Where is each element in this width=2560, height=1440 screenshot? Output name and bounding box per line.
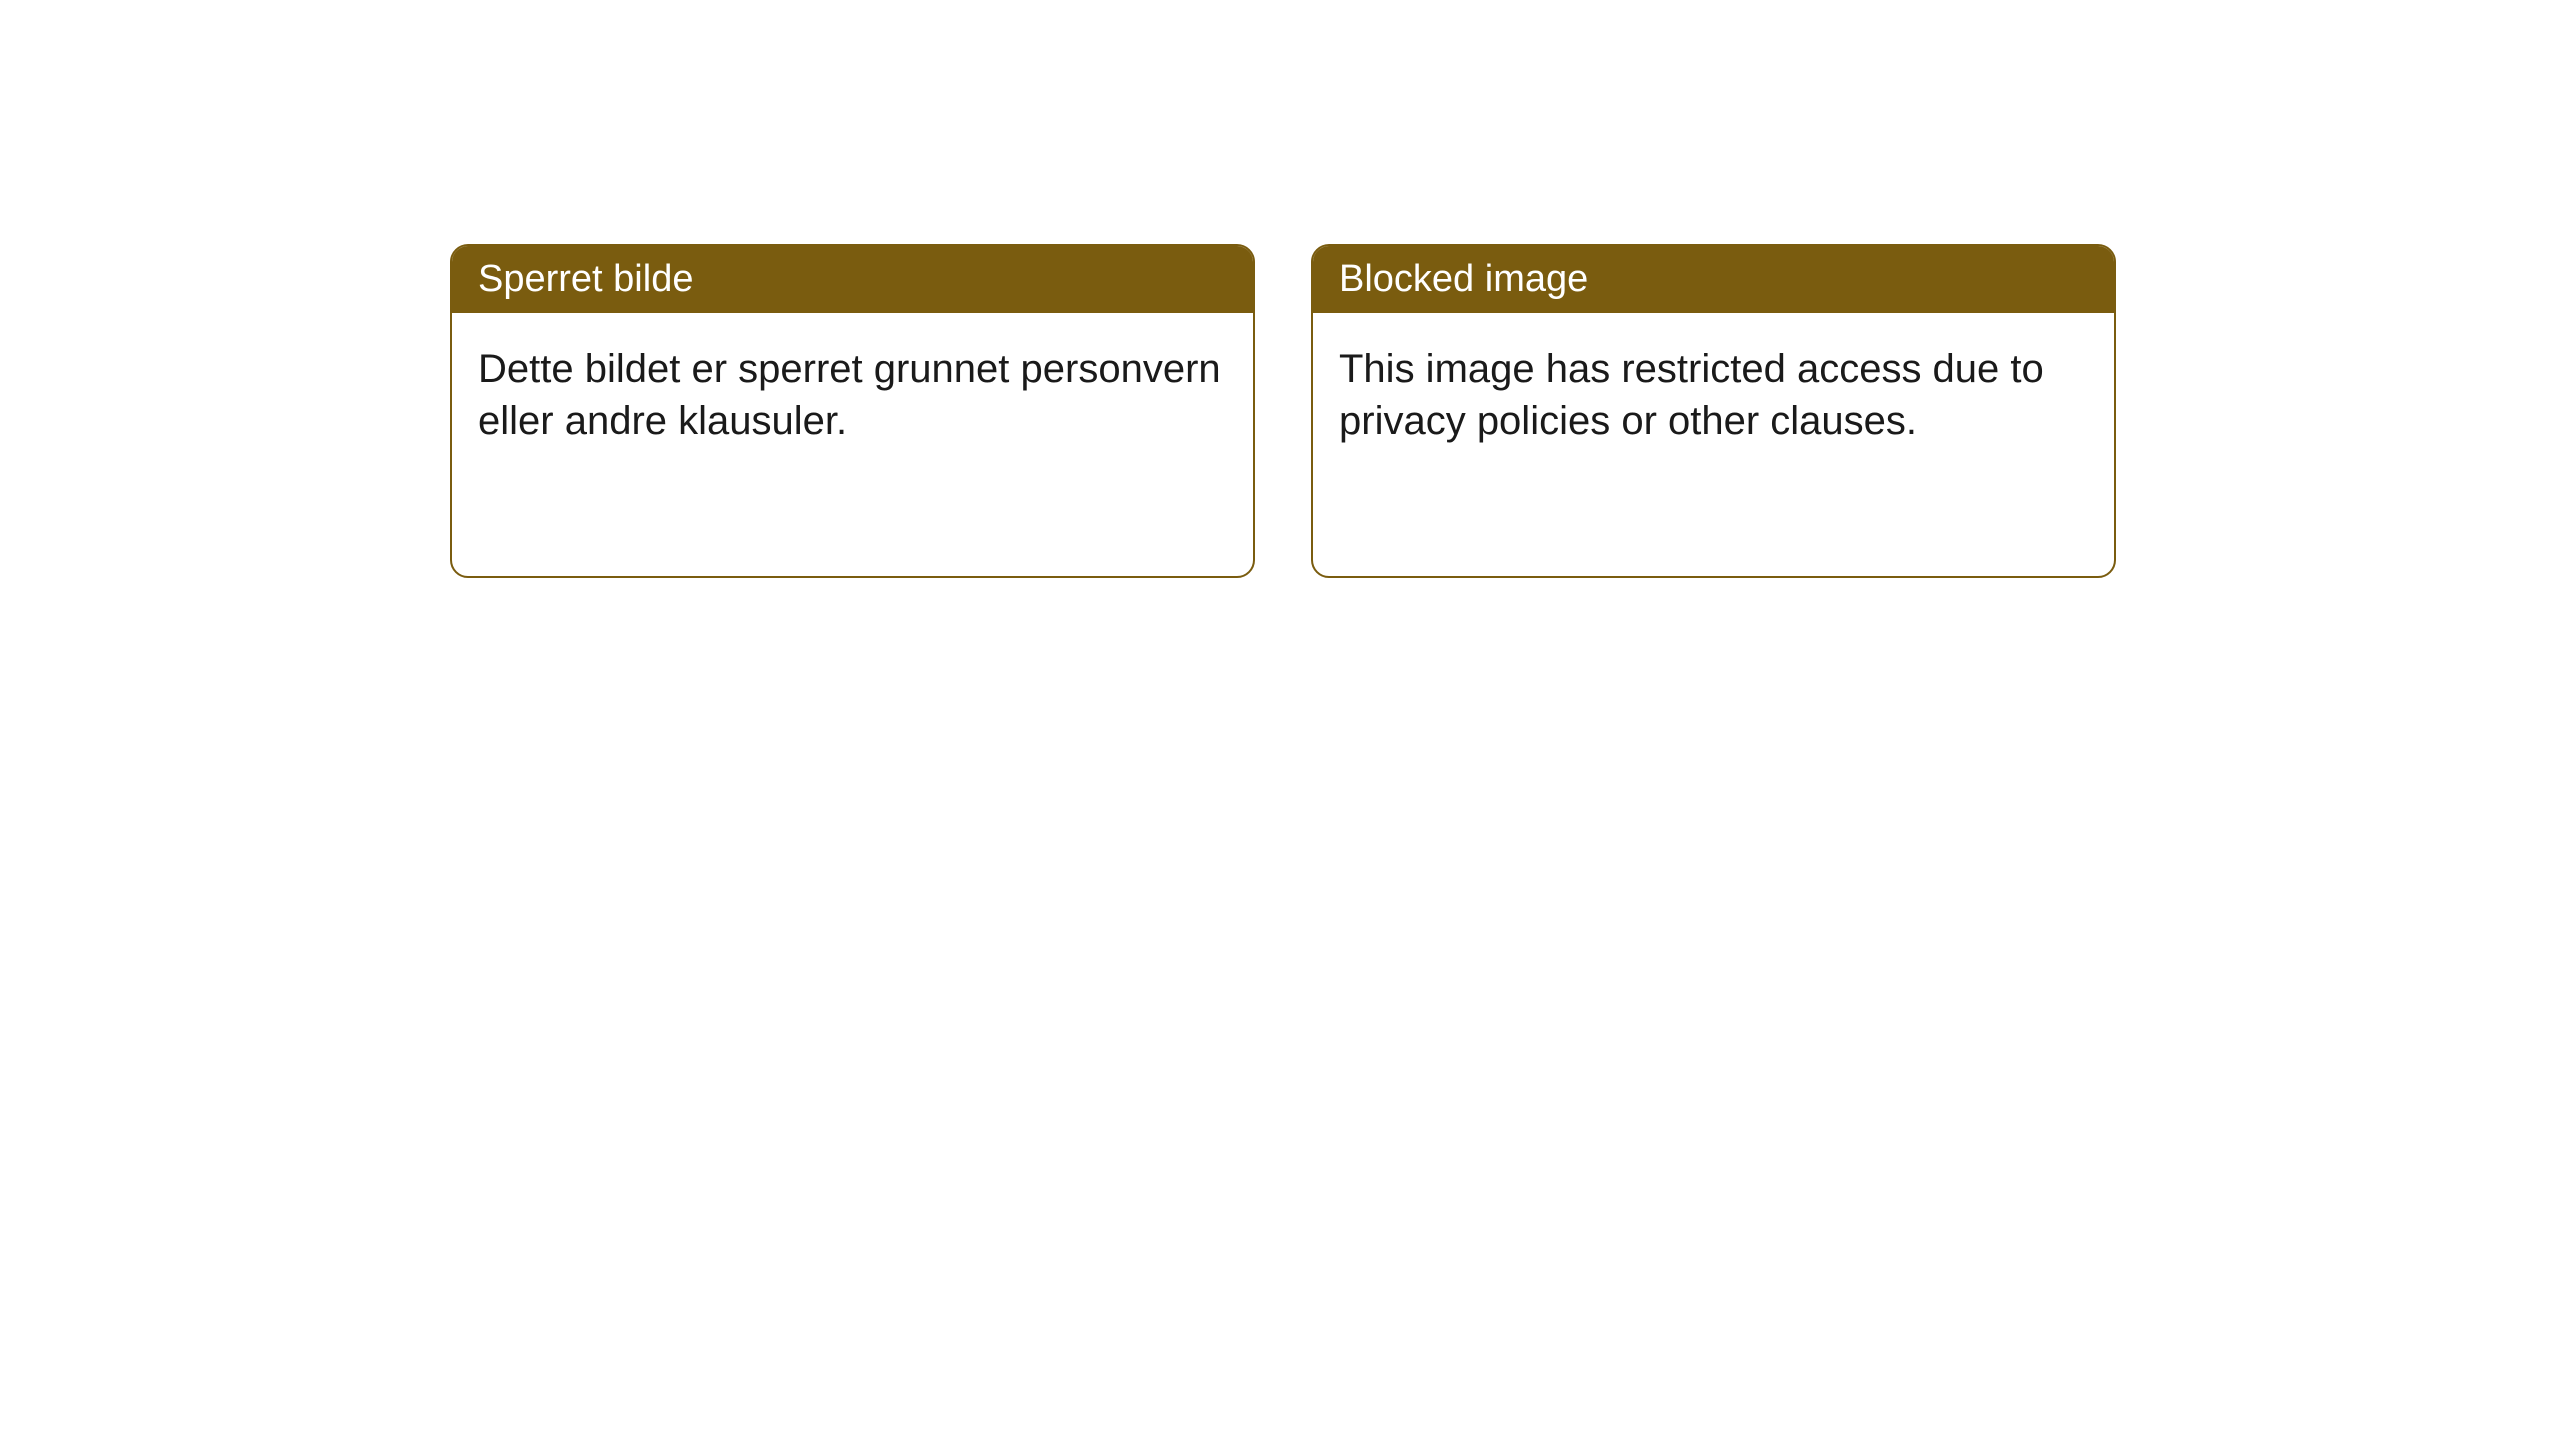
notice-title: Blocked image bbox=[1313, 246, 2114, 313]
notice-title: Sperret bilde bbox=[452, 246, 1253, 313]
notice-card-english: Blocked image This image has restricted … bbox=[1311, 244, 2116, 578]
notice-card-norwegian: Sperret bilde Dette bildet er sperret gr… bbox=[450, 244, 1255, 578]
notice-body: This image has restricted access due to … bbox=[1313, 313, 2114, 477]
notice-container: Sperret bilde Dette bildet er sperret gr… bbox=[0, 0, 2560, 578]
notice-body: Dette bildet er sperret grunnet personve… bbox=[452, 313, 1253, 477]
